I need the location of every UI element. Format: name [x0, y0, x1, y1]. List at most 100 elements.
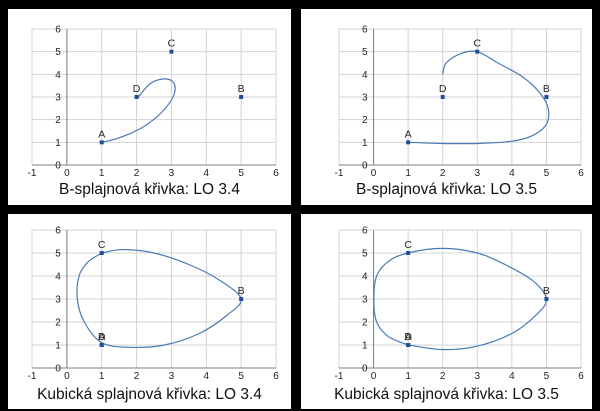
x-tick-label: 2: [134, 168, 140, 179]
x-tick-label: 3: [169, 168, 175, 179]
chart-title: Kubická splajnová křivka: LO 3.4: [37, 386, 262, 403]
point-label: D: [439, 83, 447, 95]
x-tick-label: 2: [440, 168, 446, 179]
chart-panel-cubic-lo35: -1 0 1 2 3 4 5 6 0 1 2 3 4 5 6 A D C B Kubická splajnová k…: [301, 214, 592, 409]
x-tick-label: 6: [578, 371, 584, 382]
y-tick-label: 6: [55, 25, 61, 36]
point-label: A: [405, 331, 412, 343]
x-tick-label: 4: [204, 168, 210, 179]
y-tick-label: 0: [362, 161, 368, 172]
x-tick-label: 0: [64, 168, 70, 179]
y-tick-label: 1: [55, 138, 61, 149]
y-tick-label: 3: [55, 93, 61, 104]
x-tick-label: 4: [509, 168, 515, 179]
chart-panel-cubic-lo34: -1 0 1 2 3 4 5 6 0 1 2 3 4 5 6 A D C B Kubická splajnová k…: [8, 214, 291, 409]
y-tick-label: 1: [55, 341, 61, 352]
control-point: [239, 297, 244, 301]
point-label: C: [168, 38, 176, 50]
x-tick-label: 5: [238, 168, 244, 179]
point-label: C: [404, 239, 412, 251]
y-tick-label: 0: [55, 161, 61, 172]
point-label: D: [404, 331, 412, 343]
x-tick-label: 4: [509, 371, 515, 382]
x-tick-label: 6: [273, 371, 279, 382]
point-label: B: [543, 285, 550, 297]
control-point: [239, 95, 244, 99]
spline-curve: [373, 247, 548, 351]
point-label: A: [405, 128, 412, 140]
chart-title: B-splajnová křivka: LO 3.4: [59, 181, 240, 198]
chart-cubic-lo34: -1 0 1 2 3 4 5 6 0 1 2 3 4 5 6 AD C B: [28, 226, 280, 383]
point-label: D: [98, 331, 106, 343]
y-tick-label: 6: [362, 25, 368, 36]
control-point: [544, 95, 549, 99]
control-point: [134, 95, 139, 99]
control-point: [406, 140, 411, 145]
chart-title: B-splajnová křivka: LO 3.5: [356, 181, 537, 198]
x-tick-label: 1: [405, 168, 411, 179]
spline-curve: [76, 248, 242, 349]
spline-curve: [101, 78, 176, 143]
spline-curve: [408, 50, 550, 145]
x-tick-label: 5: [544, 371, 550, 382]
point-label: C: [98, 239, 106, 251]
y-tick-label: 0: [55, 364, 61, 375]
x-tick-label: 6: [578, 168, 584, 179]
y-tick-label: 2: [55, 318, 61, 329]
x-tick-label: 2: [440, 371, 446, 382]
point-label: B: [543, 83, 550, 95]
x-tick-label: -1: [335, 371, 344, 382]
control-point: [544, 297, 549, 301]
point-label: B: [238, 83, 245, 95]
y-tick-label: 5: [362, 249, 368, 260]
y-tick-label: 5: [362, 47, 368, 58]
control-point: [99, 343, 104, 347]
point-label: A: [98, 128, 105, 140]
chart-panel-bspline-lo35: -1 0 1 2 3 4 5 6 0 1 2 3 4 5 6 A D C B B-splajnová křivka:…: [301, 9, 592, 205]
y-tick-label: 5: [55, 249, 61, 260]
y-tick-label: 4: [55, 272, 61, 283]
y-tick-label: 1: [362, 341, 368, 352]
y-tick-label: 4: [362, 70, 368, 81]
y-tick-label: 2: [55, 115, 61, 126]
x-tick-label: -1: [28, 371, 37, 382]
x-tick-label: 3: [475, 371, 481, 382]
point-label: C: [473, 38, 481, 50]
x-tick-label: 5: [544, 168, 550, 179]
y-tick-label: 5: [55, 47, 61, 58]
x-tick-label: 0: [371, 371, 377, 382]
control-point: [475, 49, 480, 54]
point-label: B: [238, 285, 245, 297]
chart-bspline-lo34: -1 0 1 2 3 4 5 6 0 1 2 3 4 5 6 A D C B: [28, 25, 280, 180]
y-tick-label: 1: [362, 138, 368, 149]
x-tick-label: 0: [64, 371, 70, 382]
control-point: [406, 343, 411, 347]
y-tick-label: 2: [362, 318, 368, 329]
x-tick-label: 1: [405, 371, 411, 382]
x-tick-label: -1: [28, 168, 37, 179]
control-point: [406, 251, 411, 255]
y-tick-label: 3: [362, 295, 368, 306]
x-tick-label: 3: [475, 168, 481, 179]
point-label: A: [98, 331, 105, 343]
x-tick-label: 3: [169, 371, 175, 382]
x-tick-label: 1: [99, 168, 105, 179]
chart-cubic-lo35: -1 0 1 2 3 4 5 6 0 1 2 3 4 5 6 AD C B: [335, 226, 585, 383]
x-tick-label: 4: [204, 371, 210, 382]
y-tick-label: 2: [362, 115, 368, 126]
y-tick-label: 4: [362, 272, 368, 283]
y-tick-label: 6: [362, 226, 368, 237]
y-tick-label: 4: [55, 70, 61, 81]
y-tick-label: 6: [55, 226, 61, 237]
x-tick-label: 5: [238, 371, 244, 382]
y-tick-label: 3: [362, 93, 368, 104]
x-tick-label: -1: [335, 168, 344, 179]
control-point: [99, 251, 104, 255]
control-point: [440, 95, 445, 99]
chart-title: Kubická splajnová křivka: LO 3.5: [334, 386, 559, 403]
x-tick-label: 6: [273, 168, 279, 179]
point-label: D: [133, 83, 141, 95]
x-tick-label: 0: [371, 168, 377, 179]
chart-panel-bspline-lo34: -1 0 1 2 3 4 5 6 0 1 2 3 4 5 6 A D C B B-splajnová křivka:…: [8, 9, 291, 205]
control-point: [169, 49, 174, 54]
